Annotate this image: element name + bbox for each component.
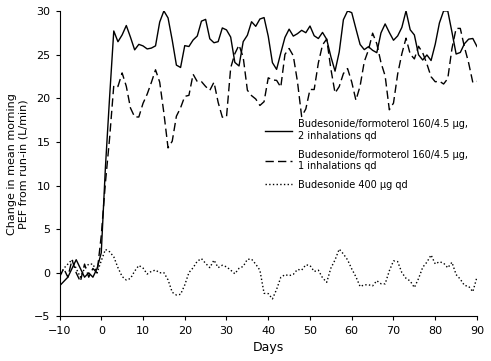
Line: Budesonide/formoterol 160/4.5 μg,
2 inhalations qd: Budesonide/formoterol 160/4.5 μg, 2 inha… (59, 11, 477, 286)
Budesonide/formoterol 160/4.5 μg,
1 inhalations qd (353, 98, 359, 103)
Budesonide/formoterol 160/4.5 μg,
2 inhalations qd (165, 16, 171, 20)
X-axis label: Days: Days (253, 341, 284, 354)
Budesonide/formoterol 160/4.5 μg,
1 inhalations qd (90, 266, 96, 271)
Budesonide/formoterol 160/4.5 μg,
1 inhalations qd (56, 275, 62, 279)
Budesonide/formoterol 160/4.5 μg,
1 inhalations qd (78, 279, 83, 284)
Budesonide/formoterol 160/4.5 μg,
1 inhalations qd (253, 97, 259, 101)
Budesonide 400 μg qd (357, 284, 363, 289)
Budesonide 400 μg qd (378, 282, 384, 286)
Budesonide/formoterol 160/4.5 μg,
2 inhalations qd (253, 24, 259, 29)
Budesonide/formoterol 160/4.5 μg,
1 inhalations qd (453, 26, 459, 31)
Budesonide 400 μg qd (336, 247, 342, 251)
Y-axis label: Change in mean morning
PEF from run-in (L/min): Change in mean morning PEF from run-in (… (7, 93, 28, 235)
Line: Budesonide/formoterol 160/4.5 μg,
1 inhalations qd: Budesonide/formoterol 160/4.5 μg, 1 inha… (59, 29, 477, 282)
Budesonide/formoterol 160/4.5 μg,
1 inhalations qd (474, 79, 480, 83)
Budesonide/formoterol 160/4.5 μg,
2 inhalations qd (374, 51, 380, 55)
Budesonide 400 μg qd (161, 270, 167, 275)
Budesonide 400 μg qd (311, 269, 317, 274)
Budesonide/formoterol 160/4.5 μg,
2 inhalations qd (86, 271, 92, 275)
Budesonide/formoterol 160/4.5 μg,
1 inhalations qd (165, 146, 171, 150)
Budesonide/formoterol 160/4.5 μg,
2 inhalations qd (353, 27, 359, 31)
Budesonide 400 μg qd (474, 275, 480, 279)
Budesonide 400 μg qd (270, 297, 275, 301)
Budesonide/formoterol 160/4.5 μg,
2 inhalations qd (311, 34, 317, 38)
Legend: Budesonide/formoterol 160/4.5 μg,
2 inhalations qd, Budesonide/formoterol 160/4.: Budesonide/formoterol 160/4.5 μg, 2 inha… (261, 115, 472, 194)
Budesonide/formoterol 160/4.5 μg,
1 inhalations qd (374, 42, 380, 46)
Budesonide/formoterol 160/4.5 μg,
2 inhalations qd (56, 284, 62, 288)
Budesonide 400 μg qd (248, 257, 254, 261)
Line: Budesonide 400 μg qd: Budesonide 400 μg qd (59, 249, 477, 299)
Budesonide/formoterol 160/4.5 μg,
2 inhalations qd (161, 9, 167, 13)
Budesonide/formoterol 160/4.5 μg,
1 inhalations qd (311, 87, 317, 92)
Budesonide 400 μg qd (56, 275, 62, 279)
Budesonide/formoterol 160/4.5 μg,
2 inhalations qd (474, 44, 480, 49)
Budesonide 400 μg qd (86, 262, 92, 266)
